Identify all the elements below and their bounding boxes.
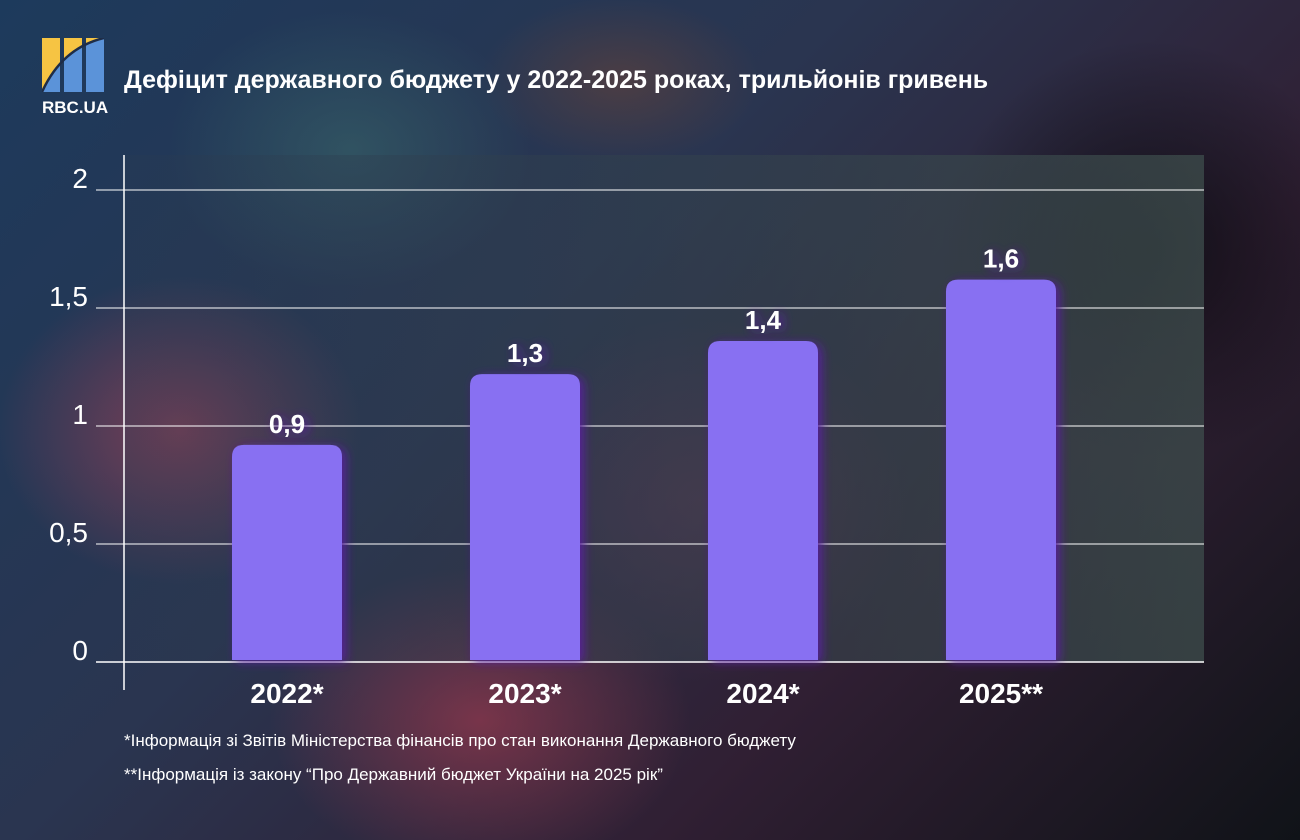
y-tick-label: 2 <box>72 163 88 194</box>
bar <box>470 374 580 660</box>
logo-text: RBC.UA <box>42 98 109 117</box>
bar <box>946 279 1056 660</box>
footnote-2: **Інформація із закону “Про Державний бю… <box>124 765 663 784</box>
bar <box>232 444 342 660</box>
y-tick-label: 0 <box>72 635 88 666</box>
data-label: 1,6 <box>983 244 1019 274</box>
x-tick-label: 2025** <box>959 678 1043 709</box>
y-tick-label: 0,5 <box>49 517 88 548</box>
x-tick-label: 2023* <box>488 678 561 709</box>
y-tick-label: 1 <box>72 399 88 430</box>
chart-title: Дефіцит державного бюджету у 2022-2025 р… <box>124 66 989 94</box>
bar <box>708 341 818 660</box>
footnote-1: *Інформація зі Звітів Міністерства фінан… <box>124 731 796 750</box>
data-label: 1,3 <box>507 338 543 368</box>
rbc-logo <box>42 38 104 92</box>
x-tick-label: 2024* <box>726 678 799 709</box>
data-label: 1,4 <box>745 305 782 335</box>
data-label: 0,9 <box>269 409 305 439</box>
x-tick-label: 2022* <box>250 678 323 709</box>
y-tick-label: 1,5 <box>49 281 88 312</box>
